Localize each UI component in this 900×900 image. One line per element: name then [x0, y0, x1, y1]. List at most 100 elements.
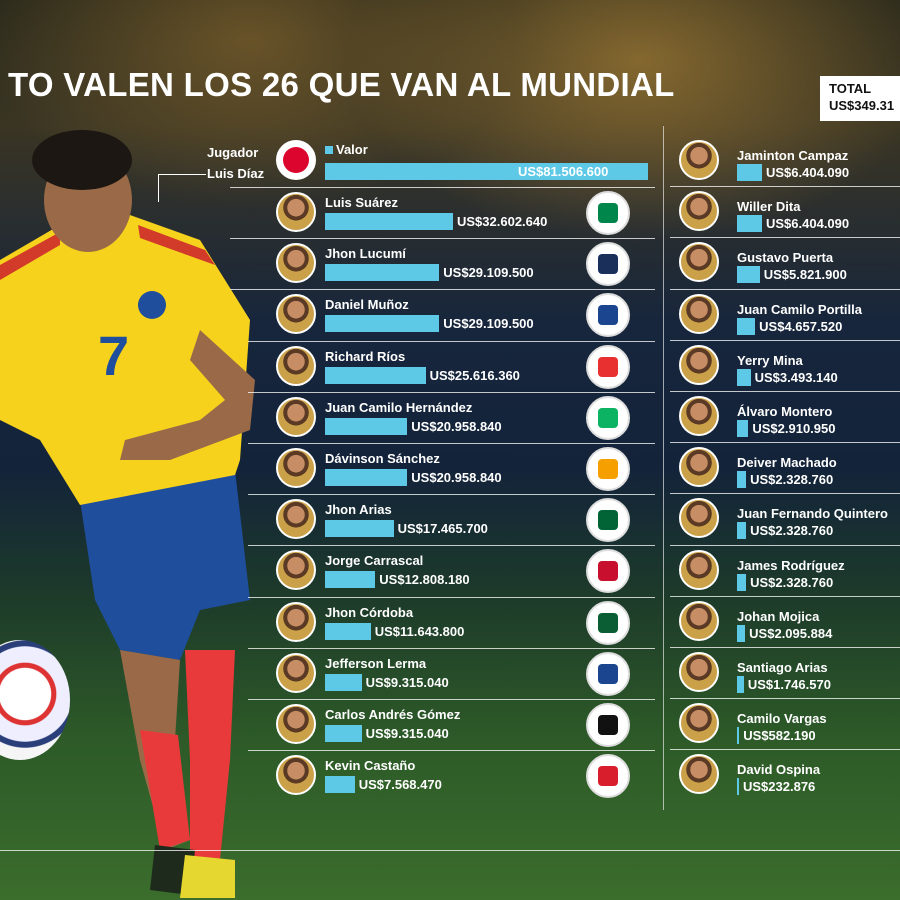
crest-emblem: [598, 305, 618, 326]
row-separator: [670, 442, 900, 444]
row-separator: [670, 647, 900, 648]
player-name: Juan Camilo Portilla: [737, 301, 862, 317]
bayern-crest-icon: [283, 147, 309, 173]
player-name: Daniel Muñoz: [325, 297, 409, 313]
value-label: US$20.958.840: [411, 418, 502, 434]
value-label: US$29.109.500: [443, 316, 534, 332]
player-name: Carlos Andrés Gómez: [325, 707, 461, 722]
crystal-palace-crest-icon: [586, 293, 630, 338]
crest-emblem: [598, 203, 618, 223]
pointer-line-vertical: [158, 174, 159, 202]
value-label: US$20.958.840: [411, 470, 502, 485]
page-title: TO VALEN LOS 26 QUE VAN AL MUNDIAL: [8, 66, 675, 103]
row-separator: [230, 289, 655, 291]
player-avatar: [276, 243, 316, 284]
value-bar: [325, 213, 453, 230]
row-separator: [230, 238, 655, 240]
value-bar: [325, 520, 394, 538]
value-label: US$2.328.760: [750, 472, 834, 488]
player-avatar: [276, 652, 316, 693]
player-avatar: [679, 754, 719, 795]
value-bar: [325, 725, 362, 742]
value-bar: [325, 622, 371, 640]
value-bar: [325, 163, 648, 180]
value-label: US$7.568.470: [358, 777, 442, 793]
player-avatar: [679, 600, 719, 641]
betis-crest-icon: [586, 395, 630, 440]
value-bar: [737, 727, 740, 745]
svg-text:7: 7: [98, 324, 129, 387]
player-avatar: [276, 601, 316, 642]
value-bar: [737, 471, 747, 489]
value-bar: [737, 676, 744, 693]
value-label: US$2.095.884: [749, 625, 833, 641]
player-name: Jaminton Campaz: [737, 148, 849, 163]
value-bar: [737, 778, 739, 796]
row-separator: [248, 391, 655, 393]
player-name: Deiver Machado: [737, 455, 837, 471]
player-name: David Ospina: [737, 762, 821, 778]
player-avatar: [276, 294, 316, 335]
row-separator: [670, 493, 900, 495]
value-label: US$9.315.040: [365, 674, 449, 690]
crest-emblem: [598, 510, 618, 531]
value-label: US$6.404.090: [766, 216, 850, 232]
value-label: US$4.657.520: [759, 318, 843, 334]
pointer-line: [158, 174, 206, 175]
row-separator: [230, 187, 655, 188]
player-avatar: [679, 191, 719, 232]
player-avatar: [679, 140, 719, 180]
player-name: Jhon Córdoba: [325, 604, 414, 620]
row-separator: [670, 339, 900, 341]
row-separator: [248, 647, 655, 649]
crest-emblem: [598, 766, 618, 787]
value-bar: [325, 469, 408, 486]
row-separator: [670, 749, 900, 751]
player-avatar: [679, 344, 719, 385]
player-name: Jorge Carrascal: [325, 553, 424, 569]
player-name: Johan Mojica: [737, 608, 820, 624]
value-bar: [325, 264, 440, 282]
row-separator: [670, 288, 900, 290]
value-bar: [325, 673, 362, 691]
value-label: US$3.493.140: [754, 369, 838, 385]
player-avatar: [276, 550, 316, 591]
column-divider: [663, 126, 664, 810]
player-name: Willer Dita: [737, 199, 801, 215]
value-bar: [737, 420, 749, 437]
value-bar: [325, 366, 426, 384]
player-name: Santiago Arias: [737, 660, 828, 675]
value-label: US$17.465.700: [397, 521, 488, 537]
player-name: Juan Fernando Quintero: [737, 506, 888, 522]
value-header: Valor: [336, 142, 368, 157]
value-bar: [737, 368, 751, 386]
value-label: US$29.109.500: [443, 265, 534, 281]
player-name: Jhon Arias: [325, 502, 392, 518]
total-value: US$349.31: [829, 98, 895, 113]
crystal-palace-crest-icon: [586, 651, 630, 696]
player-avatar: [276, 140, 316, 180]
value-bar: [737, 317, 756, 335]
row-separator: [248, 545, 655, 547]
row-separator: [0, 850, 900, 851]
player-name: Luis Suárez: [325, 195, 398, 210]
crest-emblem: [598, 407, 618, 428]
player-avatar: [276, 499, 316, 540]
value-bar: [737, 573, 747, 591]
player-avatar: [276, 396, 316, 437]
row-separator: [670, 237, 900, 239]
player-name: Jhon Lucumí: [325, 246, 406, 262]
value-label: US$2.328.760: [750, 574, 834, 590]
player-name: Richard Ríos: [325, 348, 406, 364]
value-label: US$232.876: [743, 779, 816, 795]
player-avatar: [679, 447, 719, 488]
player-name: Jefferson Lerma: [325, 655, 427, 671]
row-separator: [670, 595, 900, 597]
sporting-crest-icon: [586, 191, 630, 235]
player-name: Camilo Vargas: [737, 711, 827, 727]
player-avatar: [276, 755, 316, 796]
player-name: Kevin Castaño: [325, 758, 416, 774]
player-header: Jugador: [207, 145, 259, 160]
player-avatar: [679, 549, 719, 590]
